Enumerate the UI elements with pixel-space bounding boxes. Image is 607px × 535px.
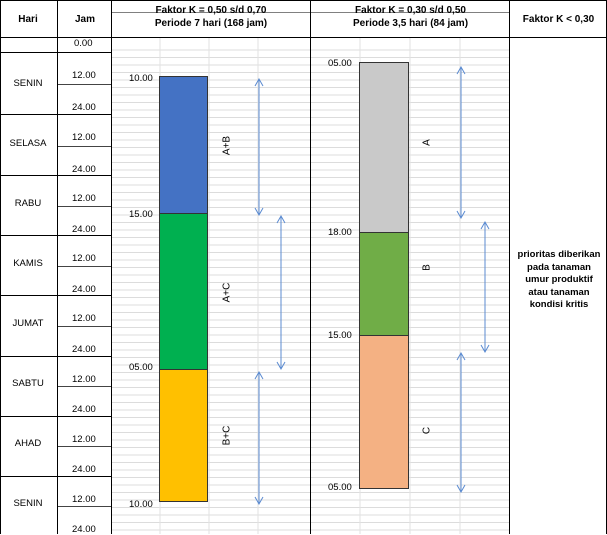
note-line: umur produktif <box>525 274 593 285</box>
rotation1-time-label: 15.00 <box>129 209 153 220</box>
rotation2-time-label: 05.00 <box>328 58 352 69</box>
header-k2-line2: Periode 3,5 hari (84 jam) <box>352 18 469 29</box>
note-text: prioritas diberikan pada tanaman umur pr… <box>511 249 607 312</box>
span-arrow-a-plus-b-head-bottom <box>254 207 264 217</box>
hour-label: 12.00 <box>72 374 96 385</box>
rotation2-time-label: 15.00 <box>328 330 352 341</box>
span-arrow-c-head-top <box>456 351 466 361</box>
header-hari: Hari <box>18 14 38 25</box>
span-arrow-c-head-bottom <box>456 484 466 494</box>
span-arrow-b-plus-c-head-bottom <box>254 496 264 506</box>
span-arrow-b-head-top <box>480 220 490 230</box>
span-arrow-a-head-top <box>456 65 466 75</box>
rotation2-time-label: 18.00 <box>328 227 352 238</box>
rotation2-bar-c <box>359 335 409 489</box>
span-arrow-a-plus-b-head-top <box>254 77 264 87</box>
rotation1-group-label: A+B <box>221 135 233 156</box>
day-label: KAMIS <box>13 258 43 269</box>
hour-label: 12.00 <box>72 70 96 81</box>
rotation1-group-label: A+C <box>221 282 233 303</box>
rotation1-time-label: 10.00 <box>129 499 153 510</box>
hour-label: 24.00 <box>72 102 96 113</box>
rotation2-time-label: 05.00 <box>328 482 352 493</box>
rotation1-time-label: 10.00 <box>129 73 153 84</box>
hour-label: 12.00 <box>72 434 96 445</box>
rotation1-bar-a-plus-b <box>159 76 208 214</box>
hour-label: 12.00 <box>72 494 96 505</box>
day-label: SENIN <box>13 78 43 89</box>
header-k1-line2: Periode 7 hari (168 jam) <box>154 18 268 29</box>
day-label: SABTU <box>12 378 44 389</box>
span-arrow-b-plus-c-head-top <box>254 370 264 380</box>
header-k3: Faktor K < 0,30 <box>522 14 595 25</box>
header-k1-line1: Faktor K = 0,50 s/d 0,70 <box>155 5 267 16</box>
hour-label: 24.00 <box>72 524 96 535</box>
rotation1-time-label: 05.00 <box>129 362 153 373</box>
rotation2-group-label: A <box>421 139 433 146</box>
note-line: prioritas diberikan <box>517 249 601 260</box>
hour-label: 12.00 <box>72 313 96 324</box>
hour-label: 24.00 <box>72 284 96 295</box>
day-label: SELASA <box>9 138 47 149</box>
header-jam: Jam <box>74 14 95 25</box>
span-arrow-b-head-bottom <box>480 344 490 354</box>
hour-label: 24.00 <box>72 164 96 175</box>
day-label: RABU <box>14 198 42 209</box>
hour-label: 24.00 <box>72 224 96 235</box>
span-arrow-a-head-bottom <box>456 210 466 220</box>
hour-label: 24.00 <box>72 344 96 355</box>
hour-label: 24.00 <box>72 464 96 475</box>
day-label: JUMAT <box>12 318 44 329</box>
note-line: kondisi kritis <box>529 299 589 310</box>
span-arrow-a-plus-c-head-bottom <box>276 361 286 371</box>
hour-label: 12.00 <box>72 132 96 143</box>
hour-label: 24.00 <box>72 404 96 415</box>
day-label: AHAD <box>14 438 42 449</box>
hour-label: 0.00 <box>74 38 93 49</box>
hour-label: 12.00 <box>72 193 96 204</box>
note-line: atau tanaman <box>528 286 590 298</box>
rotation1-bar-b-plus-c <box>159 369 208 502</box>
hour-label: 12.00 <box>72 253 96 264</box>
rotation2-group-label: C <box>421 426 433 435</box>
rotation1-bar-a-plus-c <box>159 213 208 370</box>
rotation2-bar-a <box>359 62 409 233</box>
rotation1-group-label: B+C <box>221 425 233 446</box>
day-label: SENIN <box>13 498 43 509</box>
span-arrow-a-plus-c-head-top <box>276 214 286 224</box>
header-k2-line1: Faktor K = 0,30 s/d 0,50 <box>355 5 466 16</box>
note-line: pada tanaman <box>527 261 591 273</box>
rotation2-group-label: B <box>421 264 433 271</box>
rotation2-bar-b <box>359 232 409 336</box>
